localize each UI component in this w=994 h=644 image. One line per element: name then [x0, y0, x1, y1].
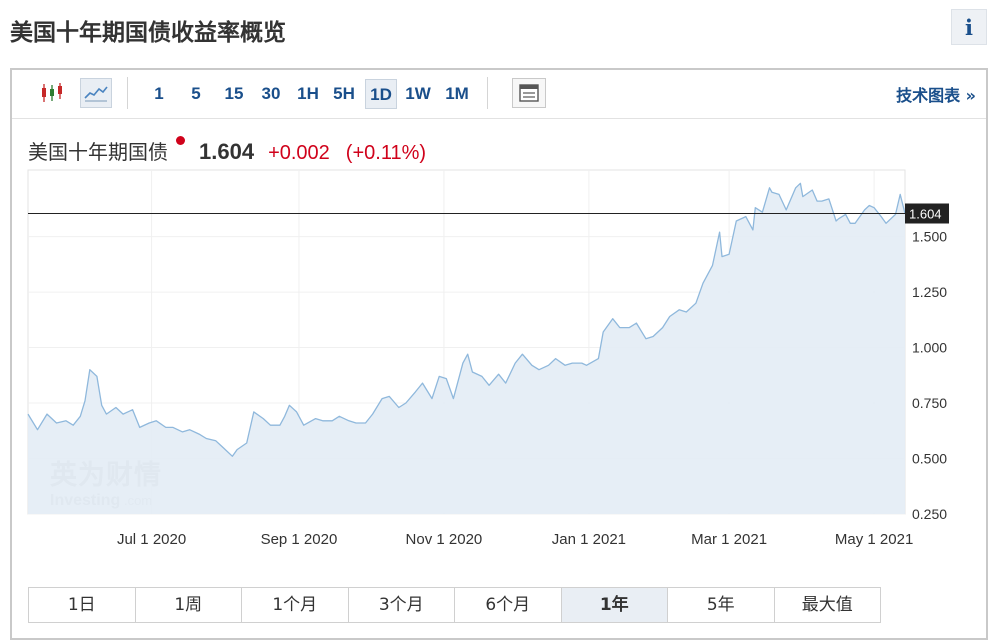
chart-panel: 1 5 15 30 1H 5H 1D 1W 1M 技术图表 » 美国十年期国债 …: [10, 68, 988, 640]
range-1d[interactable]: 1日: [29, 588, 136, 622]
range-1y[interactable]: 1年: [561, 588, 668, 622]
interval-1w[interactable]: 1W: [405, 84, 431, 103]
toolbar-divider: [127, 77, 128, 109]
x-tick-label: Mar 1 2021: [691, 531, 767, 548]
toolbar-divider: [487, 77, 488, 109]
series-area: [28, 183, 905, 515]
up-arrow-icon: [176, 132, 185, 145]
last-price: 1.604: [199, 139, 255, 164]
instrument-name: 美国十年期国债: [28, 140, 168, 164]
current-value-badge: [905, 203, 949, 224]
series-line: [27, 182, 906, 457]
info-button[interactable]: i: [951, 9, 987, 45]
y-tick-label: 1.000: [912, 340, 947, 356]
current-value-label: 1.604: [909, 206, 942, 221]
x-tick-label: Nov 1 2020: [406, 531, 483, 548]
area-chart-icon[interactable]: [80, 78, 112, 108]
y-tick-label: 0.500: [912, 451, 947, 467]
x-tick-label: Jul 1 2020: [117, 531, 186, 548]
interval-1m[interactable]: 1M: [445, 84, 469, 103]
price-change-percent: (+0.11%): [345, 142, 427, 164]
range-selector: 1日 1周 1个月 3个月 6个月 1年 5年 最大值: [28, 587, 881, 623]
yield-chart[interactable]: 英为财情Investing.com0.2500.5000.7501.0001.2…: [12, 70, 986, 580]
candlestick-icon[interactable]: [38, 78, 66, 108]
y-tick-label: 0.750: [912, 395, 947, 411]
y-tick-label: 1.500: [912, 229, 947, 245]
quote-header: 美国十年期国债 1.604 +0.002 (+0.11%): [28, 136, 426, 164]
interval-15[interactable]: 15: [224, 84, 244, 103]
technical-chart-link[interactable]: 技术图表 »: [896, 86, 976, 105]
range-1m[interactable]: 1个月: [242, 588, 349, 622]
range-6m[interactable]: 6个月: [455, 588, 562, 622]
range-5y[interactable]: 5年: [668, 588, 775, 622]
interval-1d[interactable]: 1D: [365, 79, 397, 109]
range-1w[interactable]: 1周: [136, 588, 242, 622]
interval-1h[interactable]: 1H: [297, 84, 319, 103]
x-tick-label: Jan 1 2021: [552, 531, 626, 548]
interval-30[interactable]: 30: [261, 84, 281, 103]
layout-panel-icon[interactable]: [512, 78, 546, 108]
interval-5h[interactable]: 5H: [333, 84, 355, 103]
interval-5[interactable]: 5: [191, 84, 201, 103]
chart-toolbar: 1 5 15 30 1H 5H 1D 1W 1M 技术图表 »: [12, 70, 986, 119]
x-tick-label: May 1 2021: [835, 531, 913, 548]
interval-1[interactable]: 1: [154, 84, 164, 103]
y-tick-label: 0.250: [912, 506, 947, 522]
y-tick-label: 1.250: [912, 284, 947, 300]
page-title: 美国十年期国债收益率概览: [10, 20, 286, 46]
range-max[interactable]: 最大值: [801, 595, 853, 615]
price-change: +0.002: [268, 142, 330, 164]
range-3m[interactable]: 3个月: [349, 588, 455, 622]
x-tick-label: Sep 1 2020: [261, 531, 338, 548]
